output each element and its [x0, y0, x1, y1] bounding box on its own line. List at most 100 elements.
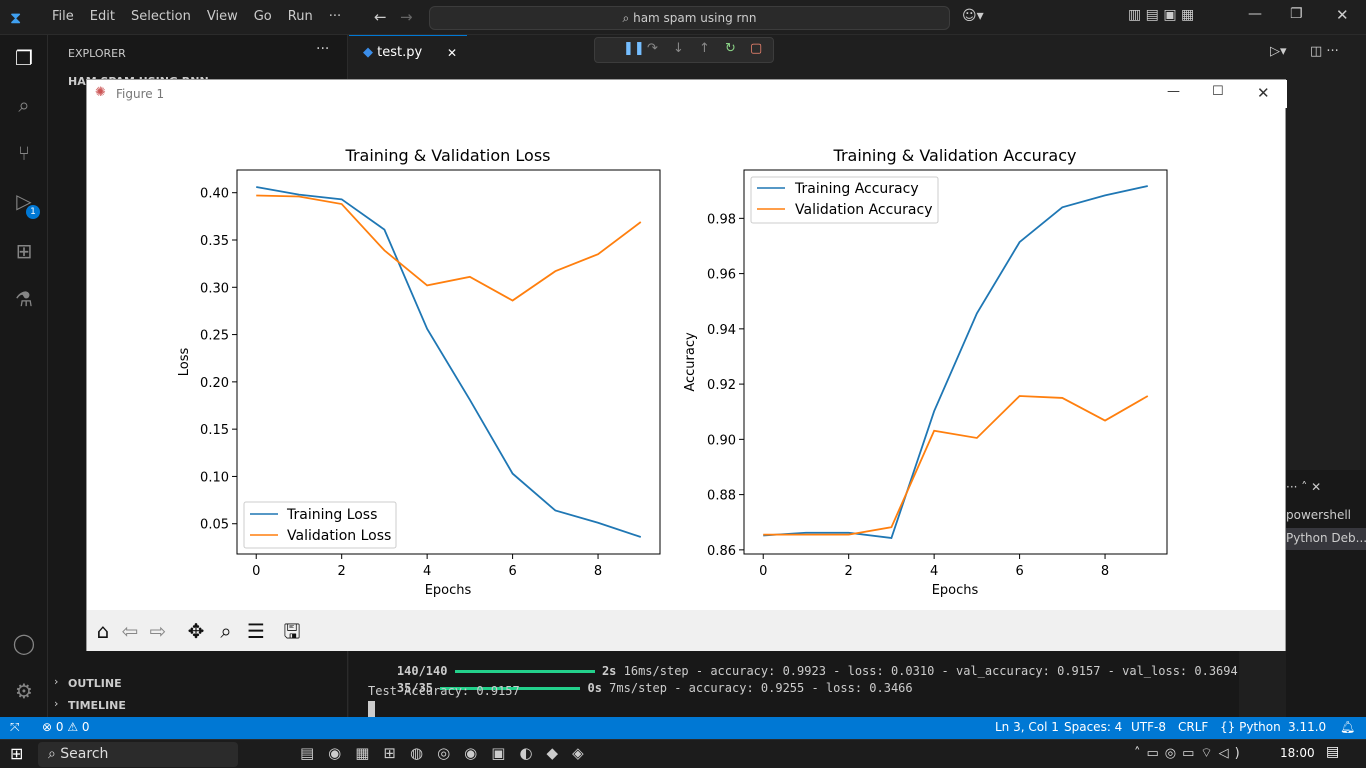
pause-icon[interactable]: ❚❚: [623, 41, 645, 56]
search-icon: ⌕: [622, 11, 634, 25]
taskbar-search[interactable]: ⌕ Search: [38, 742, 238, 767]
y-tick-label: 0.15: [200, 423, 229, 438]
y-tick-label: 0.88: [707, 489, 736, 504]
forward-arrow-icon[interactable]: →: [400, 8, 413, 26]
menu-more[interactable]: ···: [328, 9, 342, 24]
activity-bar: ❐ ⌕ ⑂ ▷ 1 ⊞ ⚗ ◯ ⚙: [0, 35, 48, 717]
forward-icon[interactable]: ⇨: [149, 619, 167, 643]
source-control-icon[interactable]: ⑂: [18, 141, 30, 165]
x-tick-label: 8: [594, 564, 602, 579]
y-tick-label: 0.96: [707, 268, 736, 283]
notifications-icon[interactable]: 🔔︎: [1340, 720, 1356, 734]
matplotlib-icon: ✺: [95, 85, 106, 100]
save-icon[interactable]: 🖫︎: [283, 619, 301, 643]
stop-icon[interactable]: ▢: [750, 41, 763, 56]
y-tick-label: 0.05: [200, 518, 229, 533]
windows-start-icon[interactable]: ⊞: [10, 744, 24, 763]
taskbar-search-label: Search: [60, 746, 109, 762]
figure-title: Figure 1: [116, 87, 165, 101]
metrics-text: 7ms/step - accuracy: 0.9255 - loss: 0.34…: [601, 681, 913, 695]
testing-icon[interactable]: ⚗: [15, 287, 33, 311]
x-tick-label: 6: [508, 564, 516, 579]
line-ending[interactable]: CRLF: [1178, 720, 1209, 734]
figure-maximize-icon[interactable]: ☐: [1212, 84, 1224, 99]
y-tick-label: 0.92: [707, 378, 736, 393]
terminal-item-powershell[interactable]: powershell: [1286, 508, 1351, 522]
toggle-sidebar-icon[interactable]: ▥ ▤ ▣ ▦: [1128, 7, 1195, 23]
system-tray-icons[interactable]: ˄▭◎▭⌔◁): [1134, 746, 1246, 761]
language-label: Python: [1239, 720, 1281, 734]
menu-run[interactable]: Run: [287, 9, 313, 24]
menu-file[interactable]: File: [52, 9, 74, 24]
progress-count: 35/35: [396, 681, 434, 695]
pan-icon[interactable]: ✥: [187, 619, 205, 643]
menu-selection[interactable]: Selection: [130, 9, 191, 24]
terminal-item-python-debug[interactable]: Python Deb...: [1286, 528, 1366, 550]
y-tick-label: 0.90: [707, 433, 736, 448]
step-out-icon[interactable]: ↑: [699, 41, 710, 56]
command-center-search[interactable]: ⌕ ham spam using rnn: [429, 6, 950, 30]
search-view-icon[interactable]: ⌕: [18, 93, 30, 117]
encoding[interactable]: UTF-8: [1131, 720, 1166, 734]
run-file-icon[interactable]: ▷▾: [1270, 44, 1287, 59]
restart-icon[interactable]: ↻: [725, 41, 736, 56]
python-version[interactable]: 3.11.0: [1288, 720, 1327, 734]
extensions-icon[interactable]: ⊞: [15, 239, 33, 263]
legend-entry: Validation Accuracy: [795, 202, 933, 218]
split-editor-icon[interactable]: ◫ ···: [1310, 44, 1339, 59]
legend-entry: Training Accuracy: [794, 181, 919, 197]
figure-minimize-icon[interactable]: —: [1167, 84, 1180, 99]
tab-test-py[interactable]: ◆ test.py ✕: [349, 35, 467, 70]
copilot-icon[interactable]: ☺▾: [962, 8, 984, 24]
menu-view[interactable]: View: [206, 9, 238, 24]
python-file-icon: ◆: [363, 45, 378, 60]
configure-subplots-icon[interactable]: ☰: [247, 619, 265, 643]
notification-center-icon[interactable]: ▤: [1326, 744, 1340, 760]
timeline-section[interactable]: TIMELINE: [68, 699, 126, 712]
restore-icon[interactable]: ❐: [1290, 6, 1303, 22]
language-mode[interactable]: {} Python: [1220, 720, 1281, 734]
vscode-logo-icon: ⧗: [10, 8, 22, 27]
menu-edit[interactable]: Edit: [89, 9, 115, 24]
series-line: [763, 185, 1148, 539]
home-icon[interactable]: ⌂: [96, 619, 110, 643]
y-tick-label: 0.40: [200, 187, 229, 202]
legend-box: [243, 501, 397, 549]
settings-gear-icon[interactable]: ⚙: [15, 679, 33, 703]
back-icon[interactable]: ⇦: [121, 619, 139, 643]
step-into-icon[interactable]: ↓: [673, 41, 684, 56]
indentation[interactable]: Spaces: 4: [1064, 720, 1123, 734]
outline-section[interactable]: OUTLINE: [68, 677, 122, 690]
series-line: [256, 194, 642, 302]
y-tick-label: 0.30: [200, 281, 229, 296]
x-tick-label: 0: [759, 564, 767, 579]
menu-go[interactable]: Go: [253, 9, 272, 24]
close-window-icon[interactable]: ✕: [1336, 6, 1349, 24]
close-tab-icon[interactable]: ✕: [447, 46, 458, 60]
panel-more-icon[interactable]: ··· ˄ ✕: [1286, 480, 1322, 494]
explorer-icon[interactable]: ❐: [15, 46, 33, 70]
remote-icon[interactable]: ⤧: [10, 720, 20, 734]
chart-title: Training & Validation Accuracy: [833, 146, 1077, 165]
title-bar: ⧗ File Edit Selection View Go Run ··· ← …: [0, 0, 1366, 35]
cursor-position[interactable]: Ln 3, Col 1: [995, 720, 1059, 734]
legend-entry: Validation Loss: [287, 528, 391, 544]
explorer-more-icon[interactable]: ···: [316, 41, 330, 57]
loss-chart: Training & Validation Loss Epochs Loss 0…: [177, 146, 661, 598]
taskbar-app-icons[interactable]: ▤◉▦⊞◍◎◉▣◐◆◈: [300, 744, 598, 762]
minimize-icon[interactable]: —: [1248, 6, 1262, 22]
plot-area: [236, 169, 661, 555]
back-arrow-icon[interactable]: ←: [374, 8, 387, 26]
terminal-line-1: 140/140 2s 16ms/step - accuracy: 0.9923 …: [368, 650, 1238, 692]
zoom-icon[interactable]: ⌕: [220, 619, 232, 643]
accounts-icon[interactable]: ◯: [12, 631, 36, 655]
debug-toolbar: ❚❚ ↷ ↓ ↑ ↻ ▢: [594, 37, 774, 63]
figure-title-bar: ✺ Figure 1 — ☐ ✕: [87, 80, 1287, 108]
series-line: [256, 186, 642, 538]
figure-canvas[interactable]: Training & Validation Loss Epochs Loss 0…: [87, 109, 1285, 609]
step-over-icon[interactable]: ↷: [647, 41, 658, 56]
x-tick-label: 6: [1015, 564, 1023, 579]
terminal-output[interactable]: 140/140 2s 16ms/step - accuracy: 0.9923 …: [349, 650, 1239, 718]
problems-status[interactable]: ⊗ 0 ⚠ 0: [42, 720, 90, 734]
figure-close-icon[interactable]: ✕: [1257, 84, 1270, 102]
